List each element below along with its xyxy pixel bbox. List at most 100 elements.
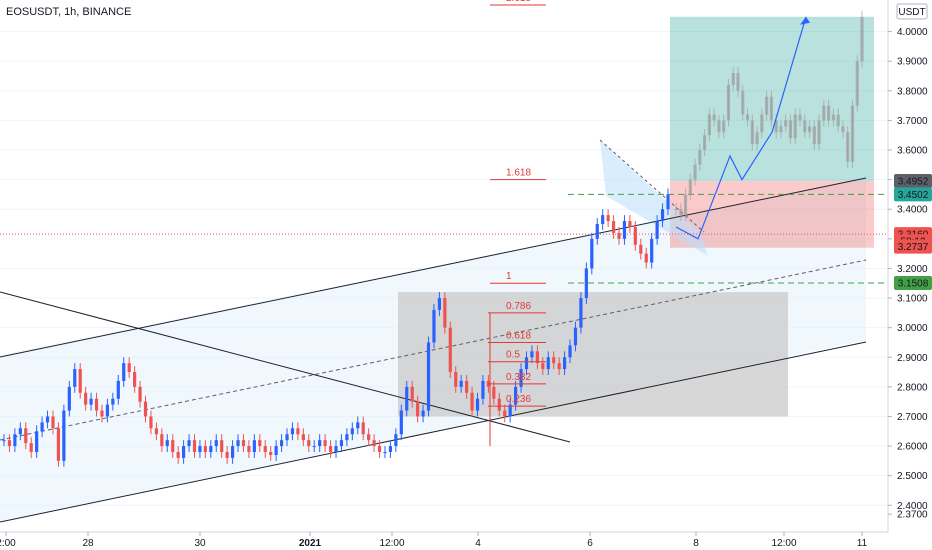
projection-candle [779,126,783,133]
price-badge [894,174,932,189]
candle [448,327,452,373]
candle [388,446,393,452]
candle [617,232,621,239]
candle [383,451,387,453]
candle [274,446,278,455]
symbol-label: EOSUSDT, 1h, BINANCE [6,6,132,18]
candle [279,440,284,447]
fib-label: 1 [506,271,512,282]
candle [590,238,594,269]
candle [432,309,436,343]
currency-label: USDT [898,7,925,18]
candle [481,380,485,399]
candle [367,434,371,441]
candle [29,443,33,452]
candle [116,380,120,399]
candle [45,416,50,423]
candle [666,194,670,210]
price-badge [894,187,932,202]
channel-upper [0,177,867,358]
projection-candle [712,114,716,121]
candle [203,446,207,452]
y-tick-label: 3.1000 [897,294,928,305]
projection-candle [707,114,711,136]
candle [24,428,28,444]
time-axis: 2:00 28 30 2021 12:00 4 6 8 12:00 11 [0,532,868,549]
projection-candle [784,120,788,127]
candle [394,434,398,447]
y-tick-label: 3.0000 [897,323,928,334]
candle [508,404,512,417]
candle [198,446,202,452]
x-tick-label: 4 [475,538,481,549]
candle [443,298,447,328]
range-box [398,292,788,417]
candle [639,244,643,254]
candle [573,327,578,346]
projection-candle [822,105,826,121]
price-badge [894,239,932,254]
projection-candle [679,209,683,216]
y-tick-label: 2.3700 [897,510,928,521]
projection-candle [726,84,731,121]
candle [595,224,599,239]
currency-box [896,3,928,20]
candle [650,238,654,263]
projection-candle [836,114,840,127]
y-tick-label: 3.9000 [897,57,928,68]
projection-candle [817,120,821,145]
candle [51,416,55,429]
projection-candle [850,105,855,162]
candle [143,401,148,417]
y-tick-label: 3.8000 [897,86,928,97]
candle [530,351,534,358]
candle [372,440,376,447]
projection-candle [855,61,859,106]
candles [2,10,864,467]
projection-candle [760,114,764,133]
candle [492,386,496,399]
candle [40,422,44,432]
candle [524,357,529,370]
candle [171,440,175,452]
candle [410,386,414,402]
projection-candle [765,96,769,115]
candle [579,298,583,328]
candle [182,446,186,458]
candle [258,440,262,447]
projection-candle [774,120,778,133]
projection-candle [831,114,835,121]
projection-candle [731,73,735,85]
candle [345,434,349,441]
candle [334,446,338,452]
candle [301,434,305,441]
candle [296,428,300,435]
fib-label: 0.236 [506,394,531,405]
candle [399,410,403,435]
projection-candle [807,126,812,133]
candle [405,386,409,411]
y-tick-label: 2.8000 [897,382,928,393]
projected-path [675,16,807,240]
candle [176,451,180,458]
candle [611,221,616,233]
projection-candle [798,114,802,121]
price-badge-label: 3.1508 [898,279,929,290]
projection-candle [803,120,807,133]
projection-candle [827,105,831,121]
candle [514,386,518,405]
downtrend-line [0,291,571,443]
candle [633,226,637,245]
candle [546,357,550,370]
candle [160,434,164,447]
candle [459,380,463,387]
y-tick-label: 2.4000 [897,501,928,512]
candle [318,440,322,447]
candle [584,268,588,299]
candle [149,416,153,429]
fib-label: 2.618 [506,0,531,4]
candle [350,428,354,435]
candle [655,221,659,239]
